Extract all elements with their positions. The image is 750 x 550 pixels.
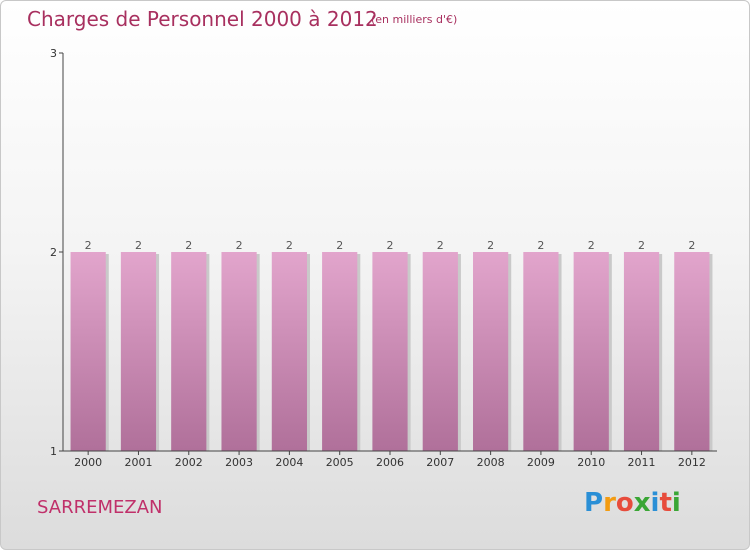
x-tick-label: 2011 — [628, 456, 656, 469]
x-tick-label: 2007 — [426, 456, 454, 469]
bar-2004 — [271, 252, 307, 451]
data-label: 2 — [336, 239, 343, 252]
data-label: 2 — [688, 239, 695, 252]
logo-letter: o — [615, 488, 634, 518]
data-label: 2 — [185, 239, 192, 252]
data-label: 2 — [638, 239, 645, 252]
bar-2005 — [322, 252, 358, 451]
logo-letter: x — [633, 488, 651, 518]
logo-letter: i — [650, 488, 660, 518]
data-label: 2 — [537, 239, 544, 252]
chart-title: Charges de Personnel 2000 à 2012 — [27, 7, 378, 31]
x-tick-label: 2004 — [275, 456, 303, 469]
bar-2008 — [473, 252, 509, 451]
logo-letter: t — [659, 488, 672, 518]
bar-2009 — [523, 252, 559, 451]
x-tick-label: 2002 — [175, 456, 203, 469]
x-tick-label: 2009 — [527, 456, 555, 469]
data-label: 2 — [286, 239, 293, 252]
chart-subtitle: (en milliers d'€) — [371, 13, 458, 26]
x-tick-label: 2001 — [124, 456, 152, 469]
bar-2006 — [372, 252, 408, 451]
y-tick-label: 3 — [50, 47, 57, 60]
bar-2001 — [120, 252, 157, 451]
logo-letter: P — [584, 488, 604, 518]
data-label: 2 — [387, 239, 394, 252]
y-tick-label: 2 — [50, 246, 57, 259]
data-label: 2 — [85, 239, 92, 252]
y-tick-label: 1 — [50, 445, 57, 458]
bar-2003 — [221, 252, 257, 451]
data-label: 2 — [588, 239, 595, 252]
proxiti-logo[interactable]: Proxiti — [584, 488, 681, 518]
x-tick-label: 2008 — [477, 456, 505, 469]
logo-letter: r — [603, 488, 616, 518]
data-label: 2 — [236, 239, 243, 252]
logo-letter: i — [671, 488, 681, 518]
data-label: 2 — [487, 239, 494, 252]
x-tick-label: 2005 — [326, 456, 354, 469]
bar-2007 — [422, 252, 458, 451]
x-tick-label: 2003 — [225, 456, 253, 469]
commune-name: SARREMEZAN — [37, 497, 163, 518]
x-tick-label: 2012 — [678, 456, 706, 469]
x-tick-label: 2010 — [577, 456, 605, 469]
bar-2012 — [674, 252, 710, 451]
x-tick-label: 2006 — [376, 456, 404, 469]
data-label: 2 — [135, 239, 142, 252]
bar-2010 — [573, 252, 609, 451]
bar-2011 — [623, 252, 660, 451]
data-label: 2 — [437, 239, 444, 252]
bar-2000 — [70, 252, 106, 451]
bar-2002 — [171, 252, 207, 451]
x-tick-label: 2000 — [74, 456, 102, 469]
